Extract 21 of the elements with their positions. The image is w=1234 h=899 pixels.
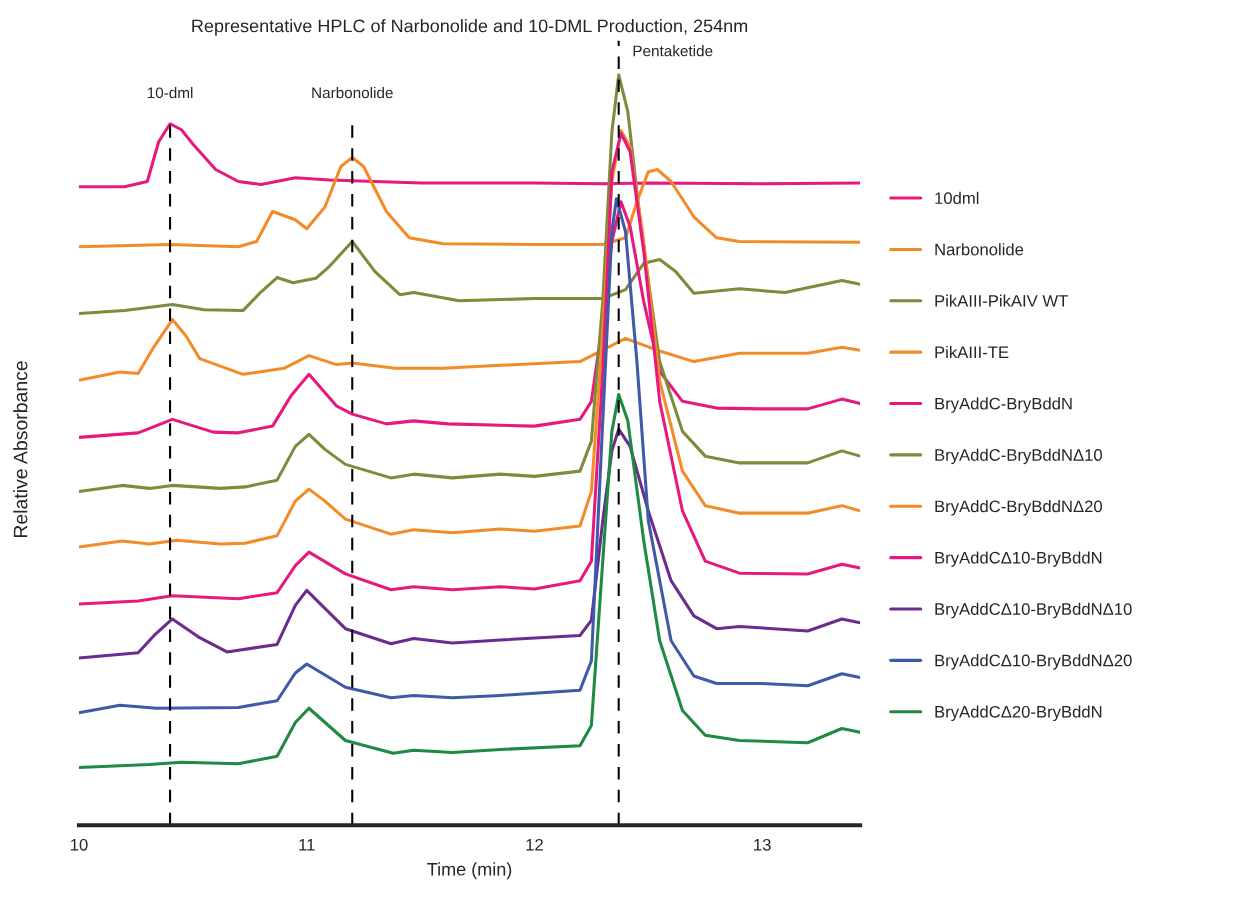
legend-label: BryAddC-BryBddNΔ10 bbox=[935, 448, 1103, 465]
legend-label: PikAIII-TE bbox=[935, 345, 1009, 358]
legend-label: 10dml bbox=[935, 191, 979, 205]
chart-title: Representative HPLC of Narbonolide and 10-DML Production, 254nm bbox=[192, 19, 748, 36]
x-tick-label: 12 bbox=[526, 838, 543, 851]
y-axis-title: Relative Absorbance bbox=[13, 361, 28, 538]
legend-label: BryAddCΔ10-BryBddNΔ20 bbox=[935, 654, 1132, 670]
legend-label: BryAddCΔ20-BryBddN bbox=[935, 705, 1102, 722]
x-tick-label: 10 bbox=[70, 838, 88, 851]
ref-line-label: 10-dml bbox=[147, 86, 193, 99]
ref-line-label: Narbonolide bbox=[312, 86, 393, 99]
x-tick-label: 11 bbox=[299, 839, 315, 851]
ref-line-label: Pentaketide bbox=[633, 45, 713, 57]
x-tick-label: 13 bbox=[754, 838, 771, 851]
legend-label: PikAIII-PikAIV WT bbox=[935, 294, 1068, 307]
legend-label: BryAddCΔ10-BryBddN bbox=[935, 551, 1102, 567]
legend-label: BryAddCΔ10-BryBddNΔ10 bbox=[935, 602, 1132, 619]
legend-label: BryAddC-BryBddN bbox=[935, 397, 1072, 413]
legend-label: Narbonolide bbox=[935, 243, 1024, 256]
legend-label: BryAddC-BryBddNΔ20 bbox=[935, 500, 1103, 516]
x-axis-title: Time (min) bbox=[427, 862, 512, 880]
